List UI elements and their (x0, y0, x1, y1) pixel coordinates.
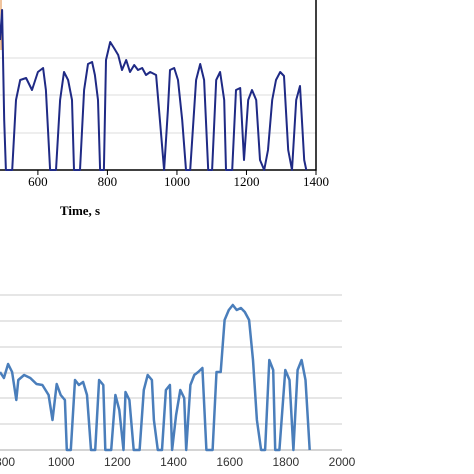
x-tick-label: 1000 (164, 174, 190, 189)
x-tick-label: 1200 (233, 174, 259, 189)
x-axis-label: Time, s (60, 203, 100, 218)
x-tick-label: 800 (0, 455, 15, 469)
x-tick-label: 1600 (216, 455, 243, 469)
x-tick-label: 800 (98, 174, 118, 189)
data-line (0, 303, 311, 452)
data-line (0, 9, 308, 171)
x-tick-label: 1400 (160, 455, 187, 469)
x-tick-label: 1000 (48, 455, 75, 469)
x-tick-label: 1400 (303, 174, 329, 189)
x-tick-label: 1800 (272, 455, 299, 469)
top-chart: Time, s 600 800 1000 1200 1400 (0, 0, 329, 218)
bottom-chart: 800 1000 1200 1400 1600 1800 2000 (0, 294, 356, 469)
x-tick-label: 2000 (329, 455, 356, 469)
x-tick-label: 600 (28, 174, 48, 189)
x-tick-label: 1200 (104, 455, 131, 469)
plot-frame (0, 0, 317, 171)
